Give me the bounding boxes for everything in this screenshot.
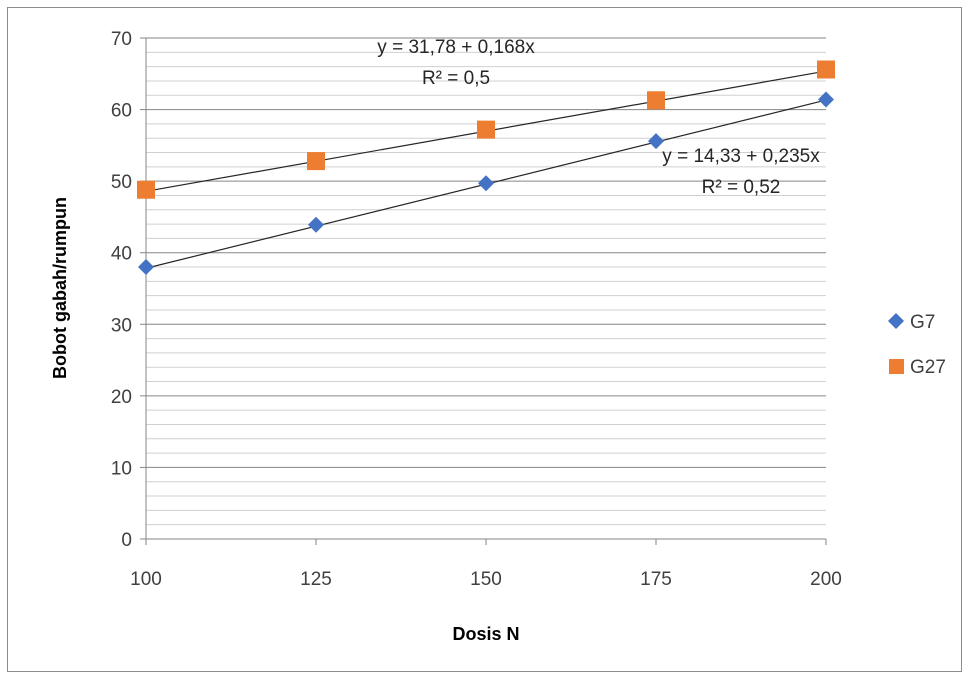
- y-tick-label: 10: [111, 458, 132, 479]
- y-tick-label: 0: [121, 530, 132, 551]
- point-g7: [138, 259, 154, 276]
- point-g7: [478, 175, 494, 192]
- point-g27: [647, 91, 665, 110]
- point-g7: [818, 91, 834, 108]
- y-tick-label: 50: [111, 172, 132, 193]
- y-tick-label: 60: [111, 101, 132, 122]
- x-tick-label: 150: [470, 569, 502, 590]
- x-tick-label: 100: [130, 569, 162, 590]
- point-g27: [307, 152, 325, 171]
- legend: G7 G27: [888, 312, 946, 378]
- legend-label-g27: G27: [910, 357, 946, 378]
- y-tick-label: 70: [111, 29, 132, 50]
- g7-equation: y = 14,33 + 0,235x: [662, 146, 820, 167]
- point-g27: [477, 120, 495, 139]
- legend-square-icon: [889, 359, 904, 374]
- y-tick-labels: 0 10 20 30 40 50 60 70: [111, 29, 146, 551]
- grid: [146, 37, 826, 526]
- g27-r-squared: R² = 0,5: [422, 68, 490, 89]
- g7-r-squared: R² = 0,52: [702, 177, 781, 198]
- legend-item-g27: G27: [889, 357, 946, 378]
- legend-item-g7: G7: [888, 312, 935, 333]
- y-tick-label: 20: [111, 387, 132, 408]
- legend-diamond-icon: [888, 313, 904, 329]
- x-tick-labels: 100 125 150 175 200: [130, 539, 842, 590]
- data-points: [137, 60, 835, 276]
- x-tick-label: 200: [810, 569, 842, 590]
- x-axis-title: Dosis N: [452, 624, 519, 644]
- y-tick-label: 40: [111, 244, 132, 265]
- x-tick-label: 175: [640, 569, 672, 590]
- x-tick-label: 125: [300, 569, 332, 590]
- point-g7: [648, 133, 664, 150]
- y-tick-label: 30: [111, 315, 132, 336]
- point-g7: [308, 216, 324, 233]
- g27-equation: y = 31,78 + 0,168x: [377, 37, 535, 58]
- y-axis-title: Bobot gabah/rumpun: [50, 197, 70, 379]
- point-g27: [137, 180, 155, 199]
- axes: [145, 38, 826, 540]
- point-g27: [817, 60, 835, 79]
- chart-frame: [7, 7, 962, 672]
- legend-label-g7: G7: [910, 312, 935, 333]
